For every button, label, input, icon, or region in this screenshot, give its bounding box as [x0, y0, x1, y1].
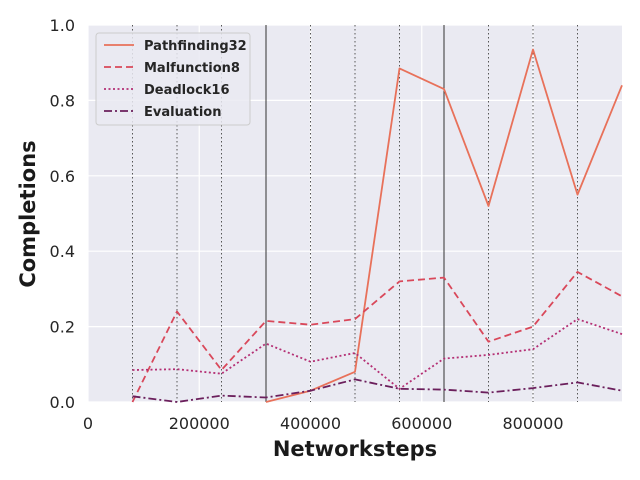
x-tick-label: 400000 [280, 414, 341, 433]
legend-label: Pathfinding32 [144, 39, 247, 54]
x-tick-label: 200000 [169, 414, 230, 433]
y-tick-label: 0.4 [50, 242, 75, 261]
legend-label: Deadlock16 [144, 83, 230, 98]
axis-ticks: 0 200000 400000 600000 800000 0.0 0.2 0.4 0.6 0.8… [50, 16, 564, 433]
x-tick-label: 0 [83, 414, 93, 433]
legend: Pathfinding32 Malfunction8 Deadlock16 Evalu… [95, 32, 251, 126]
series-line-deadlock16 [132, 318, 623, 390]
y-tick-label: 0.8 [50, 91, 75, 110]
series-line-evaluation [132, 378, 623, 403]
x-axis-label: Networksteps [273, 437, 437, 461]
x-tick-label: 600000 [391, 414, 452, 433]
legend-box [95, 32, 251, 126]
legend-label: Malfunction8 [144, 61, 240, 76]
series-lines [131, 48, 623, 403]
series-line-pathfinding32 [265, 48, 623, 403]
legend-label: Evaluation [144, 105, 221, 120]
iteration-markers [132, 25, 578, 402]
y-tick-label: 0.6 [50, 167, 75, 186]
y-axis-label: Completions [16, 140, 40, 287]
x-tick-label: 800000 [502, 414, 563, 433]
y-tick-label: 1.0 [50, 16, 75, 35]
y-tick-label: 0.2 [50, 318, 75, 337]
y-tick-label: 0.0 [50, 393, 75, 412]
